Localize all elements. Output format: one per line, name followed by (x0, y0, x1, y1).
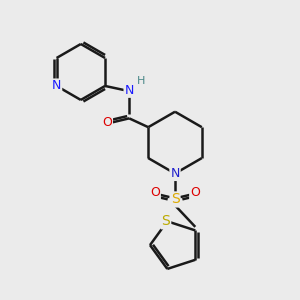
Text: H: H (137, 76, 146, 86)
Text: S: S (171, 193, 179, 206)
Text: S: S (161, 214, 170, 228)
Text: O: O (102, 116, 112, 129)
Text: N: N (124, 84, 134, 97)
Text: N: N (170, 167, 180, 180)
Text: O: O (150, 187, 160, 200)
Text: N: N (52, 80, 61, 92)
Text: O: O (190, 187, 200, 200)
